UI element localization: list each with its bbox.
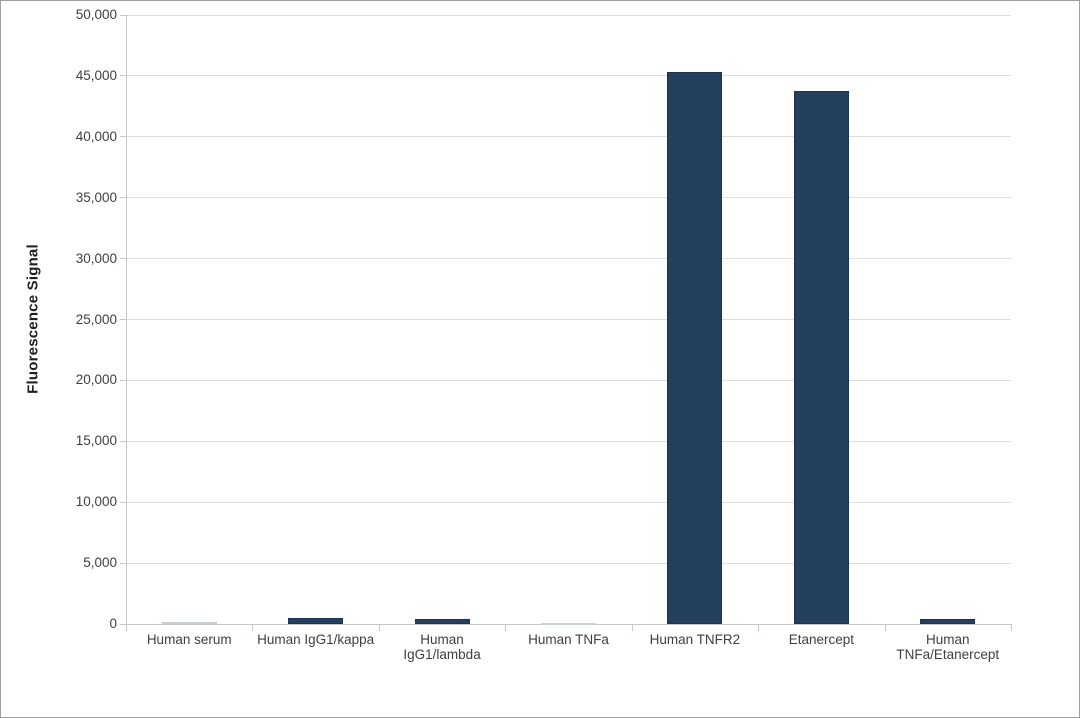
x-tick-mark <box>126 625 127 631</box>
y-tick-label: 40,000 <box>75 128 117 144</box>
y-tick-label: 25,000 <box>75 311 117 327</box>
x-axis-label-etanercept: Etanercept <box>788 632 854 647</box>
x-tick-mark <box>758 625 760 631</box>
y-tick-mark <box>120 319 126 320</box>
x-tick-mark <box>884 625 886 631</box>
gridline <box>126 14 1011 16</box>
y-tick-mark <box>120 136 126 138</box>
bar-human-igg1-kappa <box>288 617 344 624</box>
gridline <box>126 440 1011 442</box>
y-axis-line <box>126 15 127 625</box>
x-axis-label-human-igg1-lambda: Human IgG1/lambda <box>403 632 481 662</box>
bar-human-igg1-lambda <box>414 619 470 624</box>
gridline <box>126 379 1011 381</box>
y-tick-label: 5,000 <box>83 555 117 571</box>
x-axis-line <box>126 624 1012 625</box>
gridline <box>126 562 1011 564</box>
bar-human-serum <box>161 622 217 625</box>
y-tick-label: 0 <box>109 616 117 631</box>
y-tick-label: 30,000 <box>75 250 117 266</box>
gridline <box>126 75 1011 77</box>
y-tick-mark <box>120 501 126 503</box>
bar-human-tnfa <box>541 622 596 625</box>
y-tick-mark <box>120 75 126 77</box>
gridline <box>126 136 1011 138</box>
x-axis-label-human-tnfa-etanercept: Human TNFa/Etanercept <box>896 632 1000 662</box>
x-tick-mark <box>252 625 254 631</box>
bar-etanercept <box>793 90 849 624</box>
gridline <box>126 319 1011 320</box>
y-tick-label: 20,000 <box>75 372 117 388</box>
y-tick-mark <box>120 562 126 564</box>
y-tick-mark <box>120 197 126 199</box>
y-tick-label: 15,000 <box>75 433 117 449</box>
bar-human-tnfa-etanercept <box>920 618 976 624</box>
x-axis-label-human-tnfa: Human TNFa <box>528 632 609 647</box>
y-tick-label: 10,000 <box>75 494 117 510</box>
y-tick-label: 45,000 <box>75 67 117 83</box>
x-tick-mark <box>631 625 633 631</box>
gridline <box>126 258 1011 260</box>
y-tick-mark <box>120 623 126 625</box>
x-tick-mark <box>1011 625 1012 631</box>
y-tick-mark <box>120 440 126 442</box>
y-tick-mark <box>120 258 126 260</box>
gridline <box>126 197 1011 199</box>
y-tick-mark <box>120 379 126 381</box>
y-tick-label: 50,000 <box>75 7 117 22</box>
x-tick-mark <box>378 625 380 631</box>
gridline <box>126 501 1011 503</box>
y-tick-label: 35,000 <box>75 189 117 205</box>
y-tick-mark <box>120 14 126 16</box>
x-tick-mark <box>505 625 507 631</box>
x-axis-label-human-tnfr2: Human TNFR2 <box>649 632 741 647</box>
x-axis-label-human-serum: Human serum <box>146 632 232 647</box>
x-axis-label-human-igg1-kappa: Human IgG1/kappa <box>257 632 375 647</box>
bar-human-tnfr2 <box>667 72 723 624</box>
